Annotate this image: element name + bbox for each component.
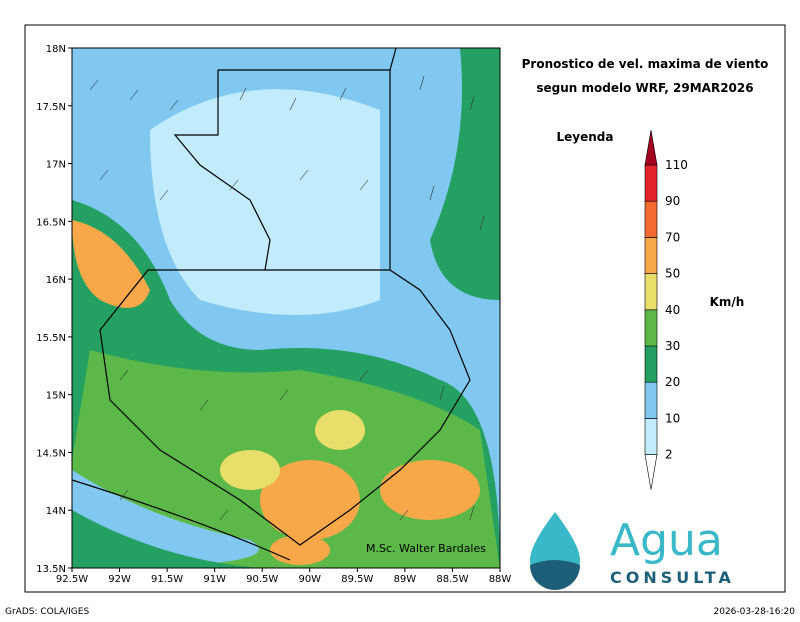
colorbar-segment bbox=[644, 345, 658, 383]
colorbar-label: 70 bbox=[665, 230, 680, 244]
colorbar-segment bbox=[644, 273, 658, 311]
lon-label: 88W bbox=[489, 574, 512, 585]
lon-label: 89.5W bbox=[341, 574, 373, 585]
colorbar-label: 10 bbox=[665, 411, 680, 425]
colorbar-segment bbox=[644, 129, 658, 166]
unit-label: Km/h bbox=[710, 295, 745, 309]
footer-left: GrADS: COLA/IGES bbox=[5, 607, 89, 617]
wind-barbs bbox=[89, 75, 485, 521]
lat-label: 14.5N bbox=[36, 448, 66, 459]
title-line1: Pronostico de vel. maxima de viento bbox=[522, 57, 769, 71]
colorbar-label: 110 bbox=[665, 158, 688, 172]
lat-label: 17N bbox=[46, 160, 66, 171]
colorbar-label: 20 bbox=[665, 375, 680, 389]
logo: Agua CONSULTA bbox=[530, 512, 735, 590]
colorbar-label: 2 bbox=[665, 448, 673, 462]
lon-label: 90W bbox=[298, 574, 321, 585]
colorbar-segment bbox=[644, 381, 658, 419]
wind-field bbox=[72, 48, 500, 568]
title-line2: segun modelo WRF, 29MAR2026 bbox=[536, 81, 753, 95]
colorbar-segment bbox=[644, 454, 658, 490]
lat-label: 18N bbox=[46, 44, 66, 55]
lat-label: 14N bbox=[46, 506, 66, 517]
colorbar-segment bbox=[644, 237, 658, 274]
lon-label: 92.5W bbox=[56, 574, 88, 585]
lon-label: 88.5W bbox=[436, 574, 468, 585]
footer-right: 2026-03-28-16:20 bbox=[714, 607, 796, 617]
colorbar-label: 90 bbox=[665, 194, 680, 208]
colorbar-label: 50 bbox=[665, 267, 680, 281]
colorbar-label: 30 bbox=[665, 339, 680, 353]
colorbar-segment bbox=[644, 309, 658, 347]
lat-label: 15.5N bbox=[36, 333, 66, 344]
lon-label: 92W bbox=[108, 574, 131, 585]
lat-label: 16.5N bbox=[36, 217, 66, 228]
colorbar-segment bbox=[644, 164, 658, 202]
colorbar-label: 40 bbox=[665, 303, 680, 317]
lon-label: 91W bbox=[203, 574, 226, 585]
logo-sub: CONSULTA bbox=[610, 568, 735, 587]
lat-label: 16N bbox=[46, 275, 66, 286]
frame bbox=[24, 24, 786, 593]
lat-label: 15N bbox=[46, 391, 66, 402]
legend-title: Leyenda bbox=[557, 130, 614, 144]
lat-label: 17.5N bbox=[36, 102, 66, 113]
colorbar-segment bbox=[644, 418, 658, 455]
credit: M.Sc. Walter Bardales bbox=[366, 542, 486, 555]
lon-label: 89W bbox=[394, 574, 417, 585]
colorbar-segment bbox=[644, 200, 658, 238]
logo-name: Agua bbox=[610, 515, 723, 566]
lon-label: 90.5W bbox=[246, 574, 278, 585]
lat-label: 13.5N bbox=[36, 564, 66, 575]
lon-label: 91.5W bbox=[151, 574, 183, 585]
borders bbox=[71, 47, 471, 561]
map-frame bbox=[71, 47, 501, 569]
